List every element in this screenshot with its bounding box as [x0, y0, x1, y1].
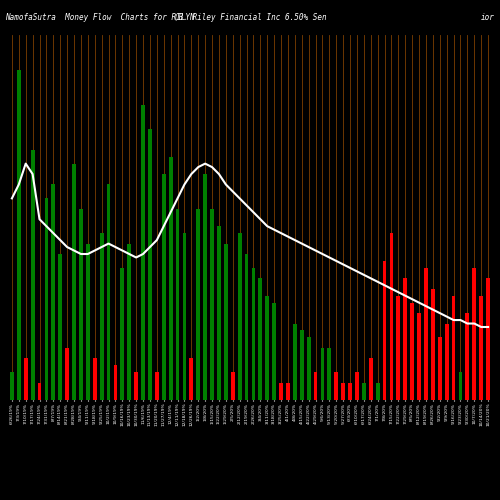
- Bar: [334, 372, 338, 400]
- Bar: [58, 254, 62, 400]
- Bar: [431, 289, 435, 400]
- Bar: [286, 382, 290, 400]
- Bar: [266, 296, 269, 400]
- Bar: [404, 278, 407, 400]
- Bar: [24, 358, 28, 400]
- Bar: [148, 129, 152, 400]
- Bar: [176, 209, 180, 400]
- Bar: [190, 358, 193, 400]
- Bar: [52, 184, 55, 400]
- Bar: [410, 302, 414, 400]
- Bar: [120, 268, 124, 400]
- Bar: [203, 174, 207, 400]
- Bar: [30, 150, 34, 400]
- Bar: [342, 382, 345, 400]
- Bar: [44, 198, 48, 400]
- Text: ior: ior: [481, 12, 495, 22]
- Bar: [106, 184, 110, 400]
- Bar: [252, 268, 256, 400]
- Bar: [196, 209, 200, 400]
- Bar: [320, 348, 324, 400]
- Bar: [458, 372, 462, 400]
- Bar: [300, 330, 304, 400]
- Bar: [348, 382, 352, 400]
- Bar: [244, 254, 248, 400]
- Text: (B. Riley Financial Inc 6.50% Sen: (B. Riley Financial Inc 6.50% Sen: [174, 12, 326, 22]
- Bar: [168, 156, 172, 400]
- Bar: [417, 313, 421, 400]
- Bar: [445, 324, 448, 400]
- Bar: [217, 226, 221, 400]
- Bar: [38, 382, 42, 400]
- Bar: [307, 338, 310, 400]
- Bar: [472, 268, 476, 400]
- Bar: [396, 296, 400, 400]
- Bar: [362, 382, 366, 400]
- Bar: [390, 233, 394, 400]
- Bar: [162, 174, 166, 400]
- Bar: [224, 244, 228, 400]
- Bar: [480, 296, 483, 400]
- Bar: [355, 372, 359, 400]
- Bar: [10, 372, 14, 400]
- Bar: [114, 365, 117, 400]
- Bar: [210, 209, 214, 400]
- Text: NamofaSutra  Money Flow  Charts for RILYN: NamofaSutra Money Flow Charts for RILYN: [5, 12, 194, 22]
- Bar: [293, 324, 297, 400]
- Bar: [65, 348, 69, 400]
- Bar: [141, 104, 145, 400]
- Bar: [93, 358, 96, 400]
- Bar: [72, 164, 76, 400]
- Bar: [100, 233, 103, 400]
- Bar: [134, 372, 138, 400]
- Bar: [438, 338, 442, 400]
- Bar: [272, 302, 276, 400]
- Bar: [182, 233, 186, 400]
- Bar: [279, 382, 283, 400]
- Bar: [328, 348, 332, 400]
- Bar: [369, 358, 372, 400]
- Bar: [452, 296, 456, 400]
- Bar: [486, 278, 490, 400]
- Bar: [79, 209, 83, 400]
- Bar: [424, 268, 428, 400]
- Bar: [128, 244, 131, 400]
- Bar: [258, 278, 262, 400]
- Bar: [314, 372, 318, 400]
- Bar: [86, 244, 90, 400]
- Bar: [376, 382, 380, 400]
- Bar: [17, 70, 20, 400]
- Bar: [231, 372, 234, 400]
- Bar: [238, 233, 242, 400]
- Bar: [155, 372, 158, 400]
- Bar: [382, 261, 386, 400]
- Bar: [466, 313, 469, 400]
